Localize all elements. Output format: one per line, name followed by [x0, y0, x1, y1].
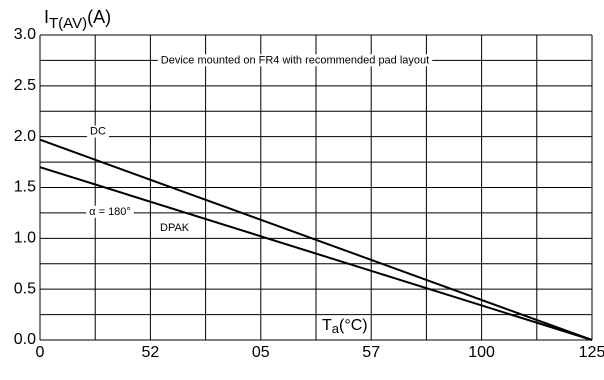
annotation-bg — [157, 54, 433, 67]
y-tick-label: 0.5 — [14, 280, 36, 297]
package-label: DPAK — [160, 222, 190, 234]
y-tick-label: 1.5 — [14, 179, 36, 196]
y-tick-label: 2.5 — [14, 77, 36, 94]
y-label-main: I — [44, 7, 49, 27]
series-label: DC — [90, 125, 106, 137]
x-tick-label: 100 — [468, 344, 495, 361]
y-axis-label: IT(AV)(A) — [44, 7, 111, 32]
y-tick-label: 0.0 — [14, 331, 36, 348]
x-axis-label: Ta(°C) — [322, 317, 368, 336]
y-label-unit: (A) — [87, 7, 111, 27]
y-tick-label: 1.0 — [14, 230, 36, 247]
y-label-sub: T(AV) — [49, 15, 87, 32]
x-label-sub: a — [332, 321, 340, 336]
line — [39, 138, 593, 341]
x-tick-label: 0 — [36, 344, 45, 361]
annotation: Device mounted on FR4 with recommended p… — [161, 54, 429, 66]
series-label: α = 180° — [89, 206, 131, 218]
x-tick-label: 57 — [362, 344, 380, 361]
y-tick-label: 2.0 — [14, 128, 36, 145]
y-tick-label: 3.0 — [14, 26, 36, 43]
line — [39, 166, 593, 341]
x-label-unit: (°C) — [339, 317, 368, 334]
series-label-bg — [86, 205, 134, 218]
x-tick-label: 52 — [142, 344, 160, 361]
x-label-main: T — [322, 317, 332, 334]
x-tick-label: 125 — [579, 344, 604, 361]
series-label-bg — [87, 125, 109, 138]
x-tick-label: 05 — [252, 344, 270, 361]
x-axis-label-bg — [320, 317, 370, 337]
